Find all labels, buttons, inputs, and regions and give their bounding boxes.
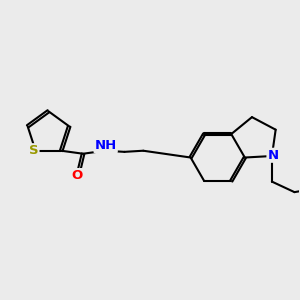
Text: O: O — [71, 169, 82, 182]
Text: N: N — [268, 149, 279, 162]
Text: NH: NH — [94, 139, 117, 152]
Text: S: S — [29, 144, 38, 157]
